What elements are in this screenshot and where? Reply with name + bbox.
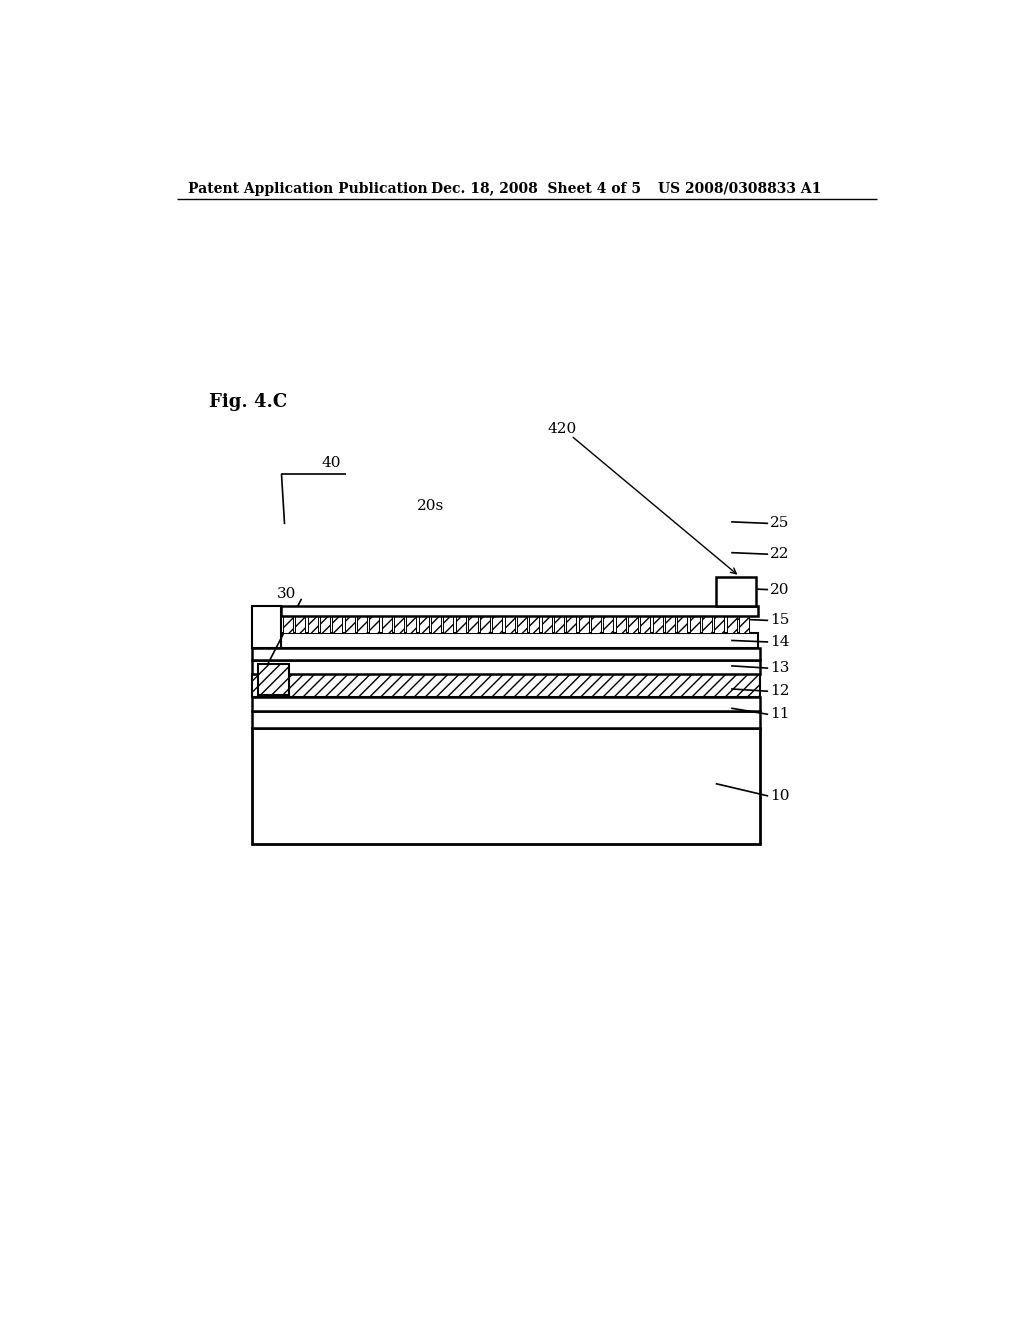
- Bar: [283, 615, 293, 632]
- Bar: [456, 615, 466, 632]
- Bar: [628, 615, 638, 632]
- Bar: [480, 615, 490, 632]
- Bar: [282, 632, 758, 648]
- Bar: [419, 615, 429, 632]
- Bar: [615, 615, 626, 632]
- Bar: [603, 615, 613, 632]
- Bar: [307, 615, 317, 632]
- Bar: [407, 615, 416, 632]
- Bar: [319, 615, 330, 632]
- Bar: [370, 615, 379, 632]
- Text: Fig. 4.C: Fig. 4.C: [209, 393, 288, 412]
- Bar: [333, 615, 342, 632]
- Text: 40: 40: [321, 457, 341, 470]
- Text: US 2008/0308833 A1: US 2008/0308833 A1: [658, 182, 821, 195]
- Bar: [701, 615, 712, 632]
- Bar: [517, 615, 527, 632]
- Bar: [394, 615, 403, 632]
- Bar: [382, 615, 391, 632]
- Bar: [493, 615, 503, 632]
- Text: 11: 11: [770, 708, 790, 721]
- Bar: [579, 615, 589, 632]
- Bar: [258, 664, 289, 696]
- Bar: [468, 615, 478, 632]
- Bar: [431, 615, 441, 632]
- Text: 14: 14: [770, 635, 790, 649]
- Bar: [542, 615, 552, 632]
- Bar: [252, 660, 761, 675]
- Text: 30: 30: [276, 587, 296, 601]
- Text: 20s: 20s: [417, 499, 444, 513]
- Bar: [252, 711, 761, 729]
- Text: 25: 25: [770, 516, 790, 531]
- Bar: [252, 675, 761, 697]
- Bar: [566, 615, 577, 632]
- Bar: [677, 615, 687, 632]
- Bar: [665, 615, 675, 632]
- Bar: [252, 729, 761, 843]
- Bar: [252, 697, 761, 711]
- Text: 15: 15: [770, 614, 790, 627]
- Bar: [252, 648, 761, 660]
- Text: 13: 13: [770, 661, 790, 675]
- Text: 22: 22: [770, 548, 790, 561]
- Bar: [252, 606, 282, 648]
- Bar: [689, 615, 699, 632]
- Bar: [714, 615, 724, 632]
- Bar: [554, 615, 564, 632]
- Bar: [529, 615, 540, 632]
- Bar: [345, 615, 354, 632]
- Bar: [357, 615, 367, 632]
- Bar: [443, 615, 454, 632]
- Text: 420: 420: [547, 422, 577, 437]
- Bar: [716, 577, 756, 606]
- Bar: [505, 615, 515, 632]
- Bar: [295, 615, 305, 632]
- Text: 10: 10: [770, 789, 790, 803]
- Bar: [739, 615, 749, 632]
- Bar: [591, 615, 601, 632]
- Bar: [727, 615, 736, 632]
- Text: 12: 12: [770, 684, 790, 698]
- Text: 20: 20: [770, 582, 790, 597]
- Bar: [282, 606, 758, 615]
- Text: Dec. 18, 2008  Sheet 4 of 5: Dec. 18, 2008 Sheet 4 of 5: [431, 182, 641, 195]
- Bar: [640, 615, 650, 632]
- Text: Patent Application Publication: Patent Application Publication: [188, 182, 428, 195]
- Bar: [652, 615, 663, 632]
